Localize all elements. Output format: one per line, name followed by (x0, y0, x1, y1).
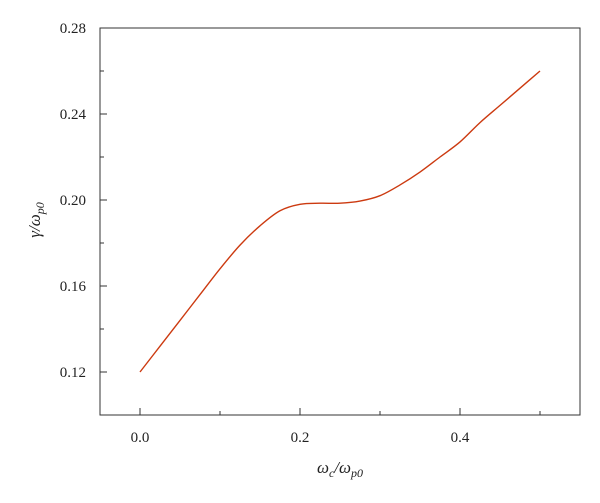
y-tick-label: 0.12 (60, 365, 86, 381)
y-tick-label: 0.28 (60, 21, 86, 37)
x-axis-label: ωc/ωp0 (317, 458, 363, 480)
x-tick-label: 0.0 (131, 430, 150, 446)
y-tick-labels: 0.12 0.16 0.20 0.24 0.28 (60, 21, 87, 381)
plot-border (99, 27, 581, 416)
y-tick-label: 0.16 (60, 279, 87, 295)
plot-frame (99, 27, 581, 416)
x-tick-label: 0.4 (451, 430, 470, 446)
axis-ticks (100, 27, 541, 415)
y-axis-label: γ/ωp0 (25, 202, 47, 237)
series-line (139, 70, 541, 373)
x-tick-labels: 0.0 0.2 0.4 (131, 430, 470, 446)
y-tick-label: 0.20 (60, 193, 86, 209)
series-layer (139, 70, 541, 373)
x-tick-label: 0.2 (291, 430, 310, 446)
y-tick-label: 0.24 (60, 107, 87, 123)
